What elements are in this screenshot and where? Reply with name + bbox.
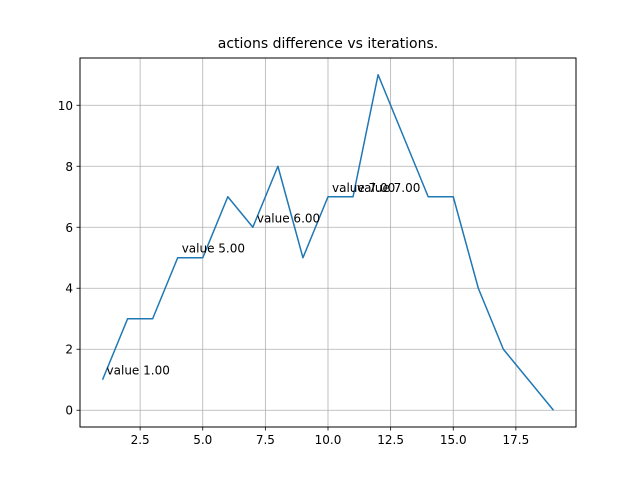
data-annotation: value 5.00 bbox=[182, 242, 245, 256]
y-tick-label: 2 bbox=[65, 343, 73, 357]
series-line bbox=[101, 74, 555, 411]
x-tick-label: 10.0 bbox=[315, 433, 342, 447]
y-tick-label: 0 bbox=[65, 404, 73, 418]
x-tick-label: 5.0 bbox=[193, 433, 212, 447]
axis-ticks: 2.5 5.0 7.5 10.0 12.5 15.0 17.5 0 2 4 6 8 10 bbox=[58, 99, 530, 447]
annotation-layer: value 1.00 value 5.00 value 6.00 value 7.00… bbox=[107, 181, 421, 378]
y-tick-label: 6 bbox=[65, 221, 73, 235]
data-annotation: value 1.00 bbox=[107, 364, 170, 378]
series-layer bbox=[101, 74, 555, 411]
data-annotation: value 7.00 bbox=[357, 181, 420, 195]
data-annotation: value 7.00 bbox=[332, 181, 395, 195]
x-tick-label: 7.5 bbox=[256, 433, 275, 447]
y-tick-label: 8 bbox=[65, 160, 73, 174]
x-tick-label: 2.5 bbox=[131, 433, 150, 447]
y-tick-label: 10 bbox=[58, 99, 73, 113]
x-tick-label: 12.5 bbox=[377, 433, 404, 447]
grid bbox=[80, 58, 576, 427]
y-tick-label: 4 bbox=[65, 282, 73, 296]
x-tick-label: 17.5 bbox=[503, 433, 530, 447]
data-annotation: value 6.00 bbox=[257, 211, 320, 225]
chart-title: actions difference vs iterations. bbox=[218, 36, 439, 52]
x-tick-label: 15.0 bbox=[440, 433, 467, 447]
